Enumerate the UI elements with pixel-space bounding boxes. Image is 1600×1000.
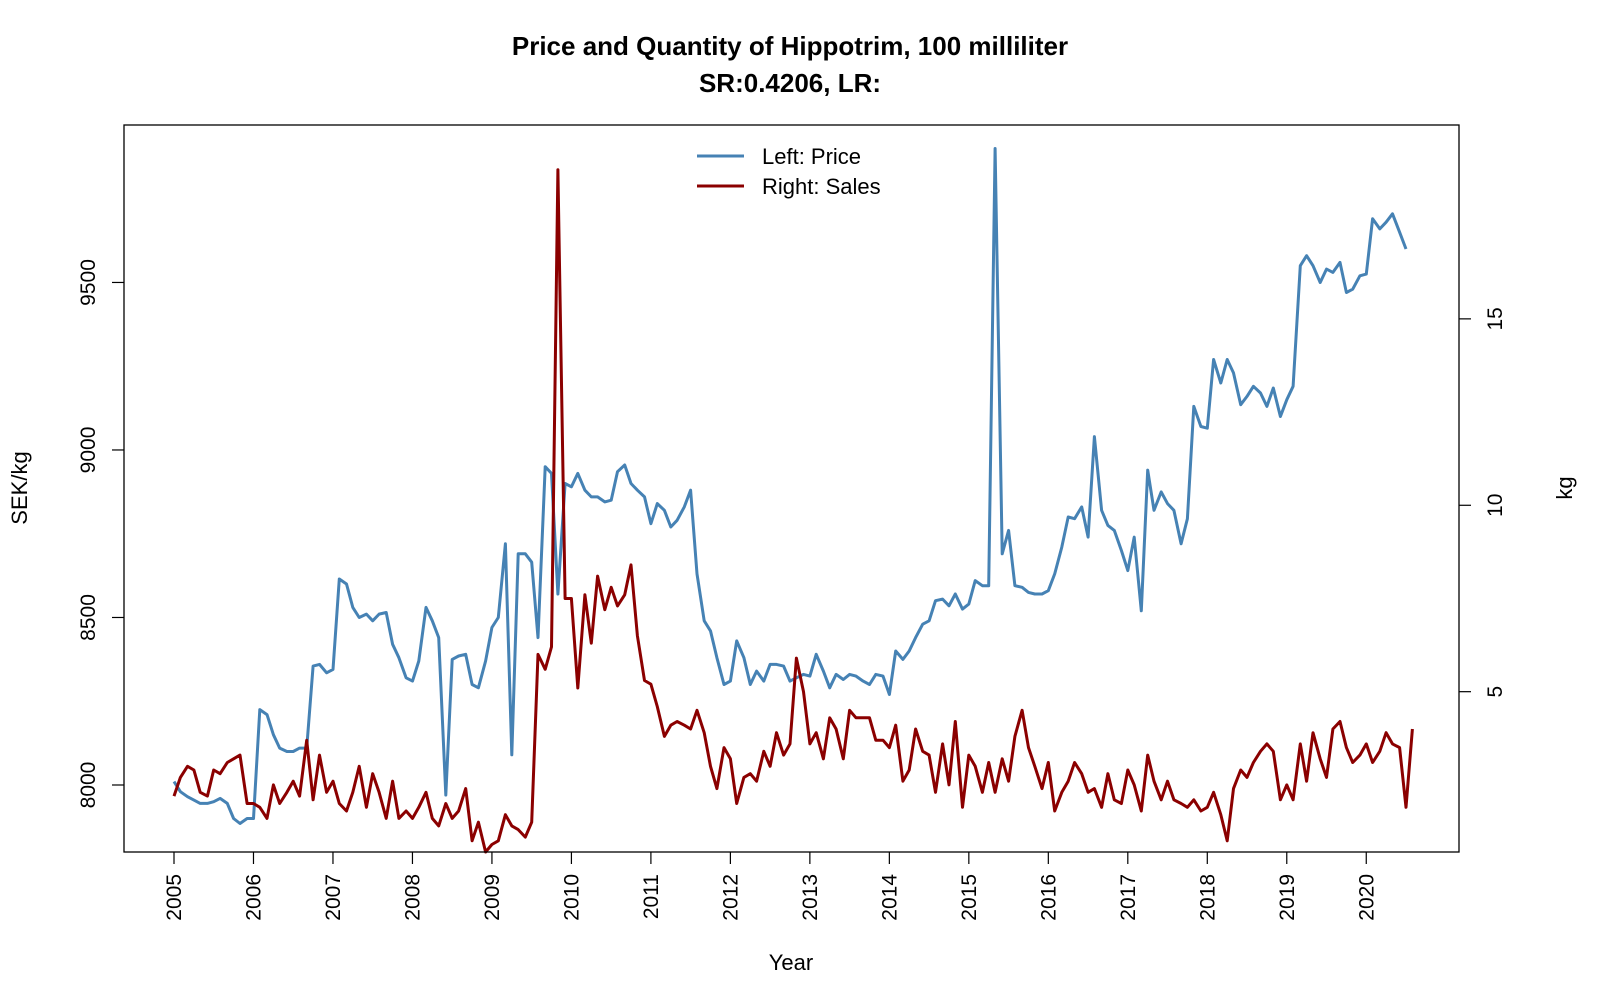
x-tick-label: 2005 <box>163 874 186 921</box>
y-left-tick-label: 8000 <box>77 762 100 809</box>
chart-subtitle: SR:0.4206, LR: <box>699 68 881 98</box>
series-layer <box>172 147 1414 854</box>
series-line-sales <box>172 168 1414 854</box>
y-right-tick-label: 5 <box>1484 686 1507 698</box>
x-tick-label: 2012 <box>719 874 742 921</box>
y-left-tick-label: 8500 <box>77 594 100 641</box>
x-tick-label: 2011 <box>640 874 663 919</box>
y-axis-left-label: SEK/kg <box>7 451 32 524</box>
legend-label-sales: Right: Sales <box>762 174 881 199</box>
x-tick-label: 2007 <box>322 874 345 921</box>
x-tick-label: 2006 <box>242 874 265 921</box>
x-tick-label: 2017 <box>1117 874 1140 921</box>
x-tick-label: 2009 <box>481 874 504 921</box>
y-right-tick-label: 10 <box>1484 494 1507 517</box>
plot-frame <box>123 124 1460 853</box>
y-right-tick-label: 15 <box>1484 307 1507 330</box>
legend-label-price: Left: Price <box>762 144 861 169</box>
x-tick-label: 2008 <box>401 874 424 921</box>
x-axis-label: Year <box>769 950 813 975</box>
x-axis: 2005 2006 2007 2008 2009 2010 2011 2012 2013 2014… <box>163 852 1378 921</box>
x-tick-label: 2020 <box>1355 874 1378 921</box>
y-left-tick-label: 9000 <box>77 427 100 474</box>
x-tick-label: 2013 <box>799 874 822 921</box>
x-tick-label: 2014 <box>878 874 901 921</box>
chart-title: Price and Quantity of Hippotrim, 100 mil… <box>512 31 1068 61</box>
x-tick-label: 2015 <box>958 874 981 921</box>
x-tick-label: 2010 <box>560 874 583 921</box>
series-line-price <box>172 147 1408 825</box>
x-tick-label: 2018 <box>1196 874 1219 921</box>
x-tick-label: 2019 <box>1276 874 1299 921</box>
y-axis-right-label: kg <box>1552 476 1577 499</box>
y-axis-left: 8000 8500 9000 9500 <box>77 259 124 808</box>
y-axis-right: 5 10 15 <box>1459 307 1507 698</box>
y-left-tick-label: 9500 <box>77 259 100 306</box>
x-tick-label: 2016 <box>1037 874 1060 921</box>
legend: Left: Price Right: Sales <box>697 144 881 199</box>
